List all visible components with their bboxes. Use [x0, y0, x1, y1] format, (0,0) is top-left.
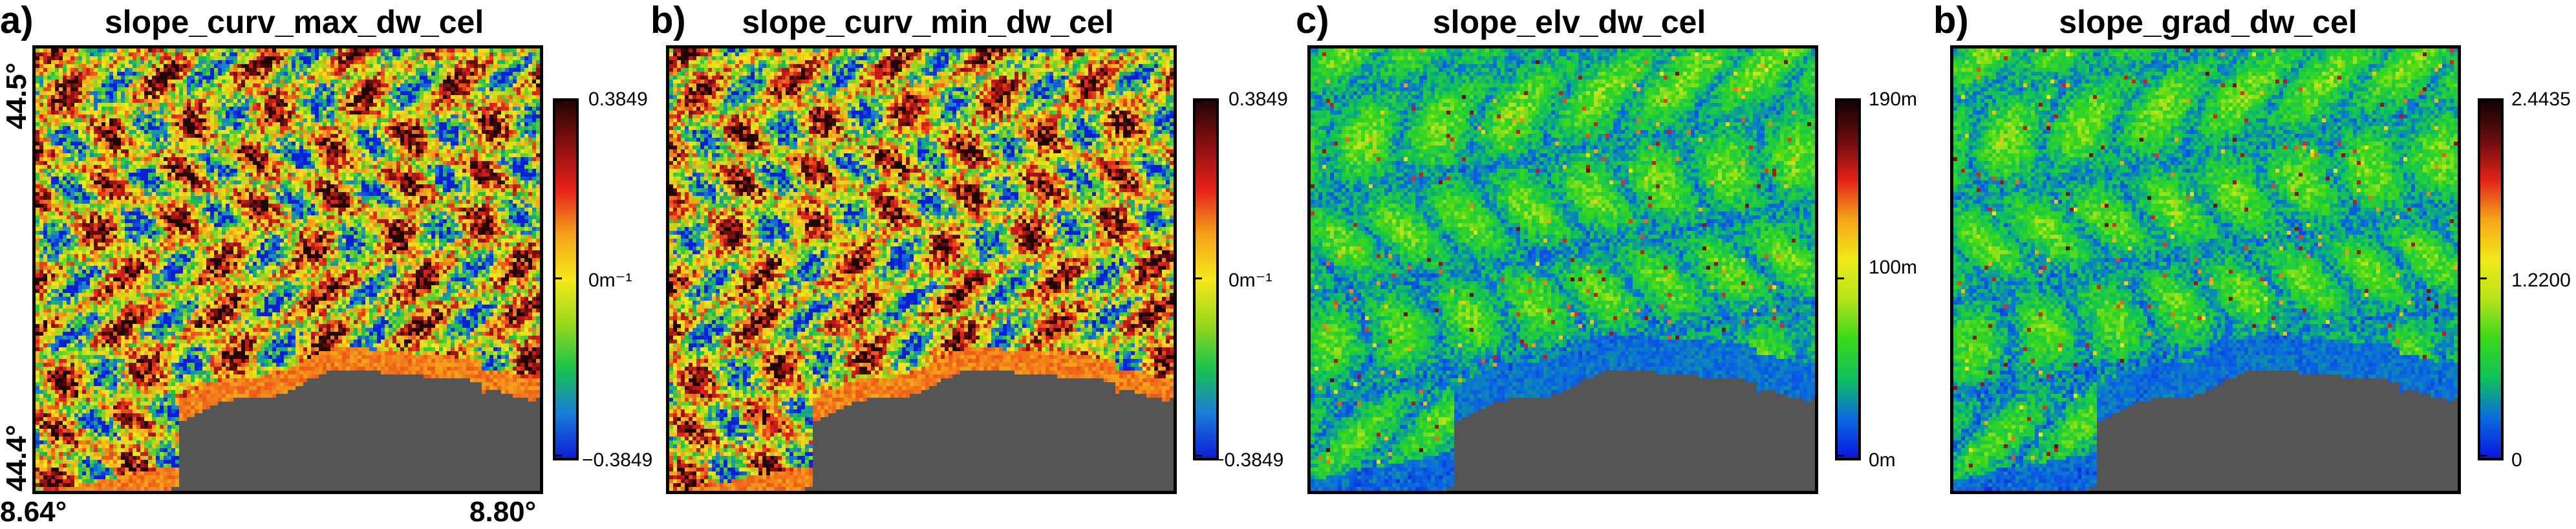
- heatmap-plot: [1307, 45, 1818, 494]
- panel-a: a) slope_curv_max_dw_cel 44.5° 44.4° 8.6…: [0, 0, 652, 529]
- colorbar-max-label: 2.4435: [2511, 89, 2571, 110]
- panel-c: c) slope_elv_dw_cel 190m 100m 0m: [1288, 0, 1928, 529]
- colorbar-tick: [555, 100, 562, 102]
- colorbar-min-label: −0.3849: [582, 450, 652, 471]
- heatmap-canvas: [669, 49, 1174, 491]
- colorbar-max-label: 190m: [1869, 89, 1917, 110]
- colorbar-tick: [1838, 100, 1844, 102]
- panel-label: b): [1933, 0, 1969, 41]
- heatmap-canvas: [36, 49, 540, 491]
- colorbar-tick: [1196, 277, 1202, 279]
- colorbar-max-label: 0.3849: [588, 89, 648, 110]
- colorbar: [553, 98, 579, 460]
- x-tick-label-right: 8.80°: [469, 497, 536, 528]
- colorbar-tick: [555, 277, 562, 279]
- y-tick-label-bottom: 44.4°: [1, 425, 32, 491]
- colorbar-tick: [1196, 100, 1202, 102]
- colorbar-mid-label: 0m⁻¹: [1229, 270, 1272, 291]
- colorbar-mid-label: 100m: [1869, 257, 1917, 278]
- colorbar-mid-label: 1.2200: [2511, 270, 2571, 291]
- colorbar-tick: [2480, 455, 2487, 457]
- heatmap-canvas: [1953, 49, 2458, 491]
- panel-label: c): [1296, 0, 1329, 41]
- heatmap-plot: [32, 45, 543, 494]
- y-tick-label-top: 44.5°: [1, 63, 32, 129]
- colorbar-tick: [2480, 100, 2487, 102]
- panel-title: slope_curv_min_dw_cel: [672, 4, 1183, 40]
- panel-label: b): [650, 0, 686, 41]
- panel-d: b) slope_grad_dw_cel 2.4435 1.2200 0: [1929, 0, 2571, 529]
- panel-b: b) slope_curv_min_dw_cel 0.3849 0m⁻¹ −0.…: [640, 0, 1288, 529]
- colorbar-min-label: 0m: [1869, 450, 1896, 471]
- colorbar: [1193, 98, 1219, 460]
- colorbar-tick: [555, 455, 562, 457]
- colorbar: [2478, 98, 2504, 460]
- panel-title: slope_curv_max_dw_cel: [39, 4, 550, 40]
- colorbar-tick: [1838, 455, 1844, 457]
- colorbar: [1835, 98, 1861, 460]
- heatmap-canvas: [1311, 49, 1815, 491]
- colorbar-min-label: −0.3849: [1213, 450, 1283, 471]
- panel-label: a): [0, 0, 34, 41]
- colorbar-tick: [1838, 277, 1844, 279]
- colorbar-tick: [2480, 277, 2487, 279]
- colorbar-min-label: 0: [2511, 450, 2522, 471]
- panel-title: slope_elv_dw_cel: [1314, 4, 1825, 40]
- x-tick-label-left: 8.64°: [0, 497, 67, 528]
- panel-title: slope_grad_dw_cel: [1953, 4, 2463, 40]
- colorbar-tick: [1196, 455, 1202, 457]
- colorbar-mid-label: 0m⁻¹: [588, 270, 632, 291]
- heatmap-plot: [1950, 45, 2461, 494]
- colorbar-max-label: 0.3849: [1229, 89, 1288, 110]
- heatmap-plot: [666, 45, 1177, 494]
